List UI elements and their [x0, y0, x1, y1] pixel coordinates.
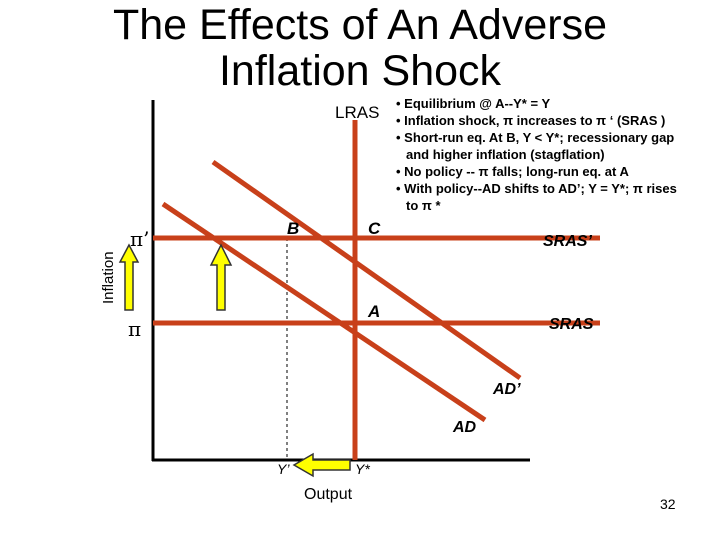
- bullet-short-run-cont: and higher inflation (stagflation): [406, 147, 605, 162]
- page-number: 32: [660, 496, 676, 512]
- up-arrow-icon: [118, 243, 140, 311]
- slide-title: The Effects of An Adverse Inflation Shoc…: [40, 2, 680, 94]
- ad-label: AD: [453, 419, 477, 436]
- bullet-short-run: • Short-run eq. At B, Y < Y*; recessiona…: [396, 130, 675, 145]
- y-star-tick-label: Y*: [355, 461, 370, 477]
- up-arrow-icon: [209, 243, 233, 311]
- bullet-no-policy: • No policy -- π falls; long-run eq. at …: [396, 164, 629, 179]
- sras-prime-label: SRAS’: [543, 233, 592, 250]
- bullet-list: • Equilibrium @ A--Y* = Y • Inflation sh…: [396, 95, 716, 214]
- left-arrow-icon: [292, 452, 351, 478]
- pi-tick-label: π: [128, 317, 142, 341]
- x-axis-label: Output: [304, 486, 353, 503]
- bullet-with-policy: • With policy--AD shifts to AD’; Y = Y*;…: [396, 181, 677, 196]
- ad-prime-label: AD’: [493, 381, 521, 398]
- pi-prime-tick-label: π’: [130, 227, 150, 251]
- y-axis-label: Inflation: [100, 251, 117, 304]
- point-b-label: B: [287, 219, 300, 238]
- bullet-with-policy-cont: to π *: [406, 198, 441, 213]
- bullet-inflation-shock: • Inflation shock, π increases to π ‘ (S…: [396, 113, 666, 128]
- ad-prime-line: [211, 159, 522, 381]
- point-c-label: C: [368, 219, 381, 238]
- sras-label: SRAS: [549, 316, 594, 333]
- title-line-1: The Effects of An Adverse: [113, 1, 607, 49]
- point-a-label: A: [368, 302, 381, 321]
- title-line-2: Inflation Shock: [218, 47, 502, 95]
- ad-line: [161, 201, 487, 423]
- y-prime-tick-label: Y’: [277, 461, 290, 477]
- lras-label: LRAS: [335, 103, 380, 122]
- bullet-equilibrium: • Equilibrium @ A--Y* = Y: [396, 96, 551, 111]
